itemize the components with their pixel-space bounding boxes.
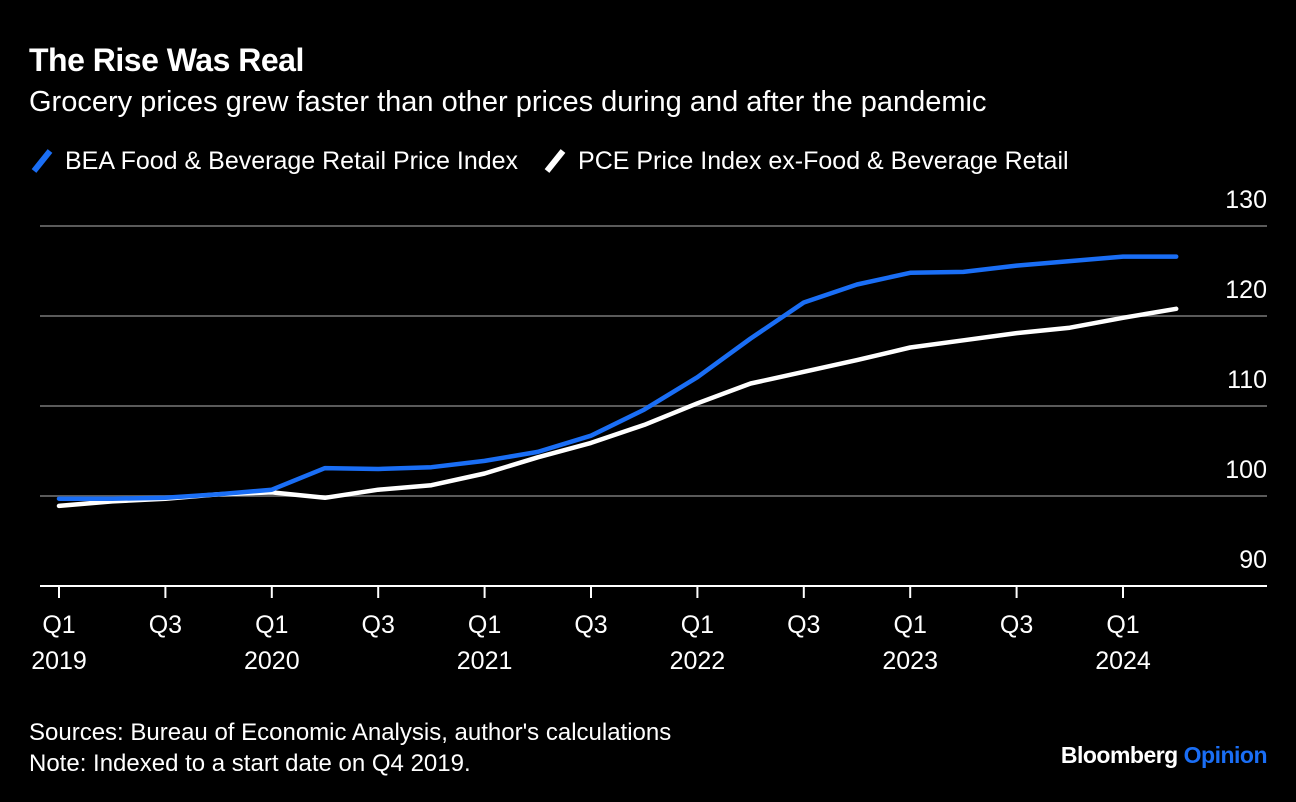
x-tick-label-quarter: Q1: [42, 611, 75, 639]
sources-text: Sources: Bureau of Economic Analysis, au…: [29, 719, 672, 746]
note-text: Note: Indexed to a start date on Q4 2019…: [29, 750, 471, 777]
footer: Sources: Bureau of Economic Analysis, au…: [29, 717, 671, 779]
legend-swatch-pce-icon: [544, 149, 566, 173]
legend: BEA Food & Beverage Retail Price Index P…: [29, 146, 1093, 176]
legend-label-pce: PCE Price Index ex-Food & Beverage Retai…: [578, 146, 1069, 175]
brand-product: Opinion: [1183, 742, 1268, 768]
legend-item-food: BEA Food & Beverage Retail Price Index: [29, 146, 518, 176]
legend-label-food: BEA Food & Beverage Retail Price Index: [65, 146, 519, 175]
x-tick-label-quarter: Q1: [255, 611, 288, 639]
x-tick-label-year: 2023: [882, 647, 938, 675]
legend-item-pce: PCE Price Index ex-Food & Beverage Retai…: [542, 146, 1069, 176]
y-tick-label-90: 90: [1239, 546, 1267, 574]
x-tick-label-quarter: Q3: [149, 611, 182, 639]
x-tick-label-quarter: Q3: [787, 611, 820, 639]
x-tick-label-year: 2021: [457, 647, 513, 675]
chart-subtitle: Grocery prices grew faster than other pr…: [29, 86, 987, 118]
x-tick-label-year: 2024: [1095, 647, 1151, 675]
x-tick-label-quarter: Q3: [362, 611, 395, 639]
x-tick-label-year: 2020: [244, 647, 300, 675]
legend-swatch-food-icon: [31, 149, 53, 173]
x-tick-label-quarter: Q1: [1106, 611, 1139, 639]
x-tick-label-quarter: Q3: [574, 611, 607, 639]
y-tick-label-110: 110: [1227, 366, 1267, 394]
y-tick-label-100: 100: [1225, 456, 1267, 484]
x-tick-label-quarter: Q1: [468, 611, 501, 639]
x-tick-label-quarter: Q1: [681, 611, 714, 639]
y-tick-label-120: 120: [1225, 276, 1267, 304]
x-tick-label-year: 2019: [31, 647, 87, 675]
x-tick-label-quarter: Q3: [1000, 611, 1033, 639]
brand-logo: Bloomberg Opinion: [1060, 742, 1268, 769]
series-line-0: [56, 254, 1179, 501]
series-line-1: [56, 306, 1179, 509]
y-tick-label-130: 130: [1225, 186, 1267, 214]
x-tick-label-year: 2022: [670, 647, 726, 675]
x-tick-label-quarter: Q1: [894, 611, 927, 639]
brand-name: Bloomberg: [1060, 742, 1178, 768]
chart-title: The Rise Was Real: [29, 42, 304, 78]
